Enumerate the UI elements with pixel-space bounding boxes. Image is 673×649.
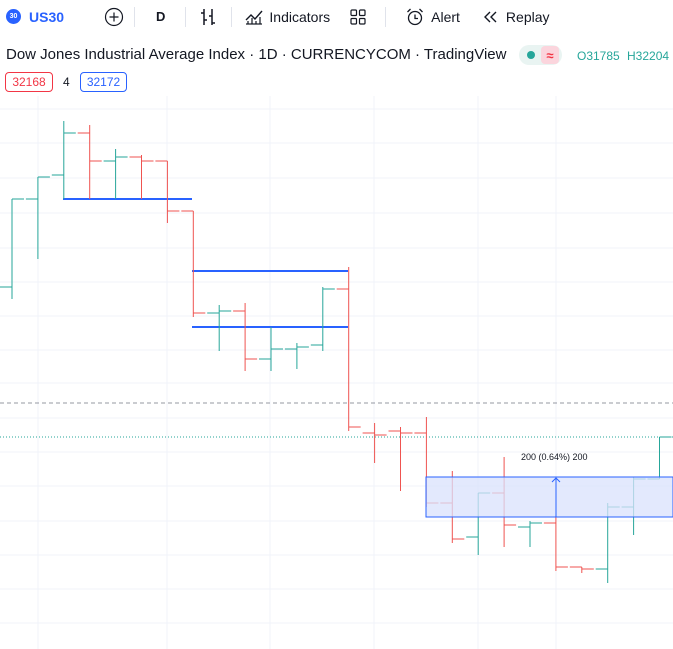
buy-price-button[interactable]: 32172 [80, 72, 127, 92]
measure-label: 200 (0.64%) 200 [521, 452, 588, 462]
quote-row: 32168 4 32172 [0, 72, 673, 96]
symbol-search[interactable]: 30 US30 [6, 0, 64, 33]
ohlc-bar [647, 436, 672, 480]
ohlc-bar [518, 521, 542, 547]
measure-arrow-head [551, 477, 561, 483]
market-open-dot-icon [527, 51, 535, 59]
ohlc-bar [207, 305, 232, 351]
top-toolbar: 30 US30 D Indicators [0, 0, 673, 33]
ohlc-bar [362, 423, 387, 463]
alarm-clock-icon [407, 8, 424, 25]
ohlc-bar [569, 566, 594, 573]
compare-button[interactable] [104, 0, 124, 33]
templates-button[interactable] [349, 0, 367, 33]
ohlc-bar [543, 515, 568, 571]
indicators-icon [245, 10, 263, 25]
price-chart[interactable]: 200 (0.64%) 200 [0, 96, 673, 649]
chart-grid [0, 96, 673, 649]
grid-layout-icon [350, 8, 366, 25]
ohlc-high-value: H32204 [627, 49, 670, 63]
symbol-label: US30 [29, 8, 65, 25]
replay-label: Replay [505, 8, 550, 25]
ohlc-bar [310, 287, 335, 351]
ohlc-bar [0, 198, 24, 299]
ohlc-bar [336, 267, 361, 431]
ohlc-open-value: O31785 [577, 49, 620, 63]
toolbar-divider [134, 6, 136, 27]
ohlc-bar [259, 327, 283, 371]
toolbar-divider [185, 6, 187, 27]
sell-price: 32168 [12, 75, 46, 89]
symbol-logo-icon: 30 [6, 9, 21, 24]
replay-button[interactable]: Replay [482, 0, 550, 33]
alert-button[interactable]: Alert [405, 0, 460, 33]
bar-chart-style-icon [201, 8, 216, 25]
data-status-icon: ≈ [541, 46, 559, 64]
ohlc-bar [181, 210, 206, 317]
indicators-label: Indicators [269, 8, 331, 25]
sell-price-button[interactable]: 32168 [5, 72, 53, 92]
ohlc-bar [233, 303, 258, 371]
chart-header: Dow Jones Industrial Average Index · 1D … [0, 42, 673, 68]
ohlc-bar [155, 160, 180, 223]
interval-label: D [156, 9, 166, 24]
market-status[interactable]: ≈ [519, 45, 562, 65]
chart-title[interactable]: Dow Jones Industrial Average Index · 1D … [6, 46, 507, 63]
plus-circle-icon [104, 7, 124, 26]
alert-label: Alert [431, 8, 460, 25]
measure-zone [425, 476, 673, 518]
ohlc-bar [284, 343, 309, 369]
ohlc-bar [51, 121, 76, 199]
ohlc-bar [77, 125, 102, 199]
ohlc-bar [103, 149, 128, 199]
ohlc-bar [388, 427, 413, 491]
spread-value: 4 [63, 75, 70, 89]
toolbar-divider [385, 6, 387, 27]
ohlc-bar [129, 155, 154, 199]
toolbar-divider [231, 6, 233, 27]
ohlc-bar [25, 176, 50, 259]
measure-tool: 200 (0.64%) 200 [425, 452, 673, 518]
interval-button[interactable]: D [156, 0, 165, 33]
buy-price: 32172 [86, 75, 121, 89]
rewind-icon [483, 11, 497, 22]
indicators-button[interactable]: Indicators [244, 0, 330, 33]
horizontal-levels [0, 198, 673, 438]
chart-style-button[interactable] [199, 0, 217, 33]
